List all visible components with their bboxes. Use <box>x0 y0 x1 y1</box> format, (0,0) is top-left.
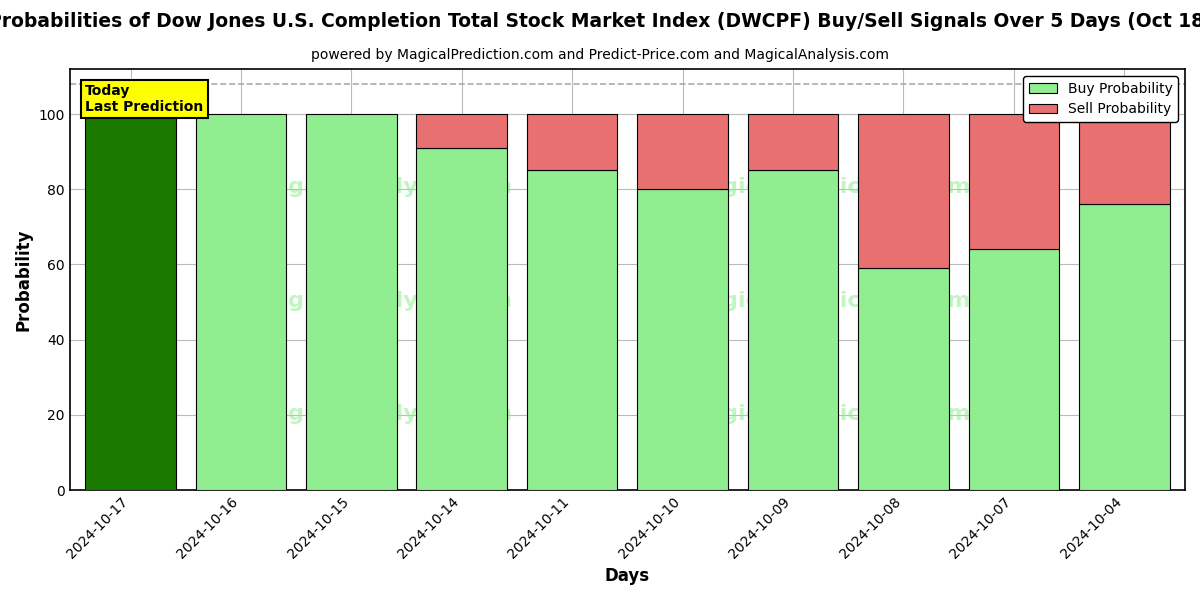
Text: powered by MagicalPrediction.com and Predict-Price.com and MagicalAnalysis.com: powered by MagicalPrediction.com and Pre… <box>311 48 889 62</box>
Bar <box>306 114 397 490</box>
Text: MagicalAnalysis.com: MagicalAnalysis.com <box>252 404 512 424</box>
Y-axis label: Probability: Probability <box>14 228 34 331</box>
Bar <box>968 114 1060 250</box>
Bar <box>85 114 175 490</box>
Text: MagicalPrediction.com: MagicalPrediction.com <box>685 177 971 197</box>
Text: MagicalAnalysis.com: MagicalAnalysis.com <box>252 177 512 197</box>
Bar <box>196 114 287 490</box>
Bar <box>527 170 618 490</box>
Bar <box>527 114 618 170</box>
Bar <box>1079 205 1170 490</box>
Text: MagicalAnalysis.com: MagicalAnalysis.com <box>252 290 512 311</box>
Text: MagicalPrediction.com: MagicalPrediction.com <box>685 404 971 424</box>
Text: Probabilities of Dow Jones U.S. Completion Total Stock Market Index (DWCPF) Buy/: Probabilities of Dow Jones U.S. Completi… <box>0 12 1200 31</box>
Bar <box>968 250 1060 490</box>
Bar <box>748 114 839 170</box>
Bar <box>637 114 728 189</box>
X-axis label: Days: Days <box>605 567 650 585</box>
Bar <box>416 114 508 148</box>
Text: MagicalPrediction.com: MagicalPrediction.com <box>685 290 971 311</box>
Legend: Buy Probability, Sell Probability: Buy Probability, Sell Probability <box>1024 76 1178 122</box>
Bar <box>1079 114 1170 205</box>
Bar <box>858 114 949 268</box>
Bar <box>858 268 949 490</box>
Bar <box>748 170 839 490</box>
Bar <box>416 148 508 490</box>
Text: Today
Last Prediction: Today Last Prediction <box>85 84 204 114</box>
Bar <box>637 189 728 490</box>
